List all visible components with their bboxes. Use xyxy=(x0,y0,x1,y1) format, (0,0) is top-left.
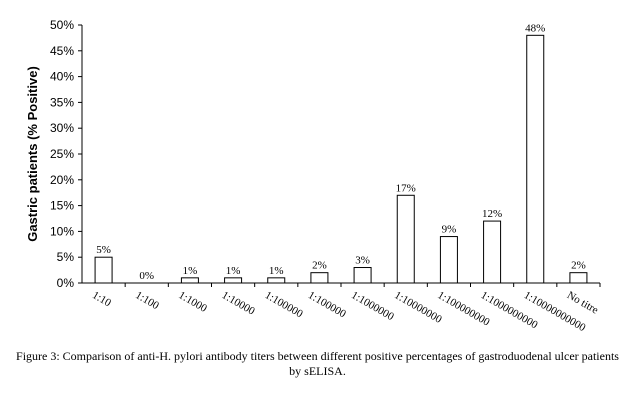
bar xyxy=(483,220,502,284)
bar-chart: 0% 5% 10% 15% 20% 25% 30% 35% 40% 45% 50% 5% 0% 1% 1%… xyxy=(25,18,601,334)
y-axis-title: Gastric patients (% Positive) xyxy=(25,66,40,242)
bar xyxy=(353,267,372,284)
y-tick-label: 0% xyxy=(57,276,75,290)
bar xyxy=(224,277,243,284)
y-tick-label: 25% xyxy=(50,147,74,161)
y-axis: 0% 5% 10% 15% 20% 25% 30% 35% 40% 45% 50% xyxy=(50,18,83,290)
y-tick-label: 20% xyxy=(50,173,74,187)
data-label: 0% xyxy=(139,270,154,282)
data-label: 2% xyxy=(312,260,327,272)
bar xyxy=(180,277,199,284)
y-tick-label: 15% xyxy=(50,199,74,213)
bar xyxy=(526,34,545,284)
data-label: 1% xyxy=(226,265,241,277)
bars xyxy=(94,34,588,284)
x-tick-label: 1:10000000 xyxy=(392,289,444,326)
data-label: 9% xyxy=(442,224,457,236)
y-tick-label: 5% xyxy=(57,250,75,264)
data-label: 17% xyxy=(396,182,416,194)
bar xyxy=(94,256,113,284)
x-tick-label: 1:100 xyxy=(133,289,161,312)
x-tick-label: 1:10000 xyxy=(220,289,258,318)
y-tick-label: 35% xyxy=(50,95,74,109)
bar xyxy=(396,194,415,284)
data-label: 2% xyxy=(571,260,586,272)
y-tick-label: 30% xyxy=(50,121,74,135)
data-label: 48% xyxy=(525,22,545,34)
x-tick-label: No titre xyxy=(565,289,600,316)
x-axis: 1:10 1:100 1:1000 1:10000 1:100000 1:100000 1:… xyxy=(82,282,601,334)
data-label: 1% xyxy=(269,265,284,277)
bar xyxy=(569,272,588,284)
data-label: 1% xyxy=(183,265,198,277)
x-tick-label: 1:100000 xyxy=(263,289,305,320)
x-tick-label: 1:1000000 xyxy=(349,289,396,323)
data-labels: 5% 0% 1% 1% 1% 2% 3% 17% 9% 12% 48% 2% xyxy=(96,22,586,282)
y-tick-label: 40% xyxy=(50,70,74,84)
bar xyxy=(439,236,458,284)
figure-caption: Figure 3: Comparison of anti-H. pylori a… xyxy=(16,349,619,378)
y-tick-label: 10% xyxy=(50,224,74,238)
x-tick-label: 1:10 xyxy=(90,289,113,309)
data-label: 5% xyxy=(96,244,111,256)
y-tick-label: 50% xyxy=(50,18,74,32)
y-tick-label: 45% xyxy=(50,44,74,58)
data-label: 3% xyxy=(355,255,370,267)
bar xyxy=(310,272,329,284)
bar xyxy=(267,277,286,284)
data-label: 12% xyxy=(482,208,502,220)
x-tick-label: 1:100000 xyxy=(306,289,348,320)
x-tick-label: 1:1000 xyxy=(176,289,209,315)
